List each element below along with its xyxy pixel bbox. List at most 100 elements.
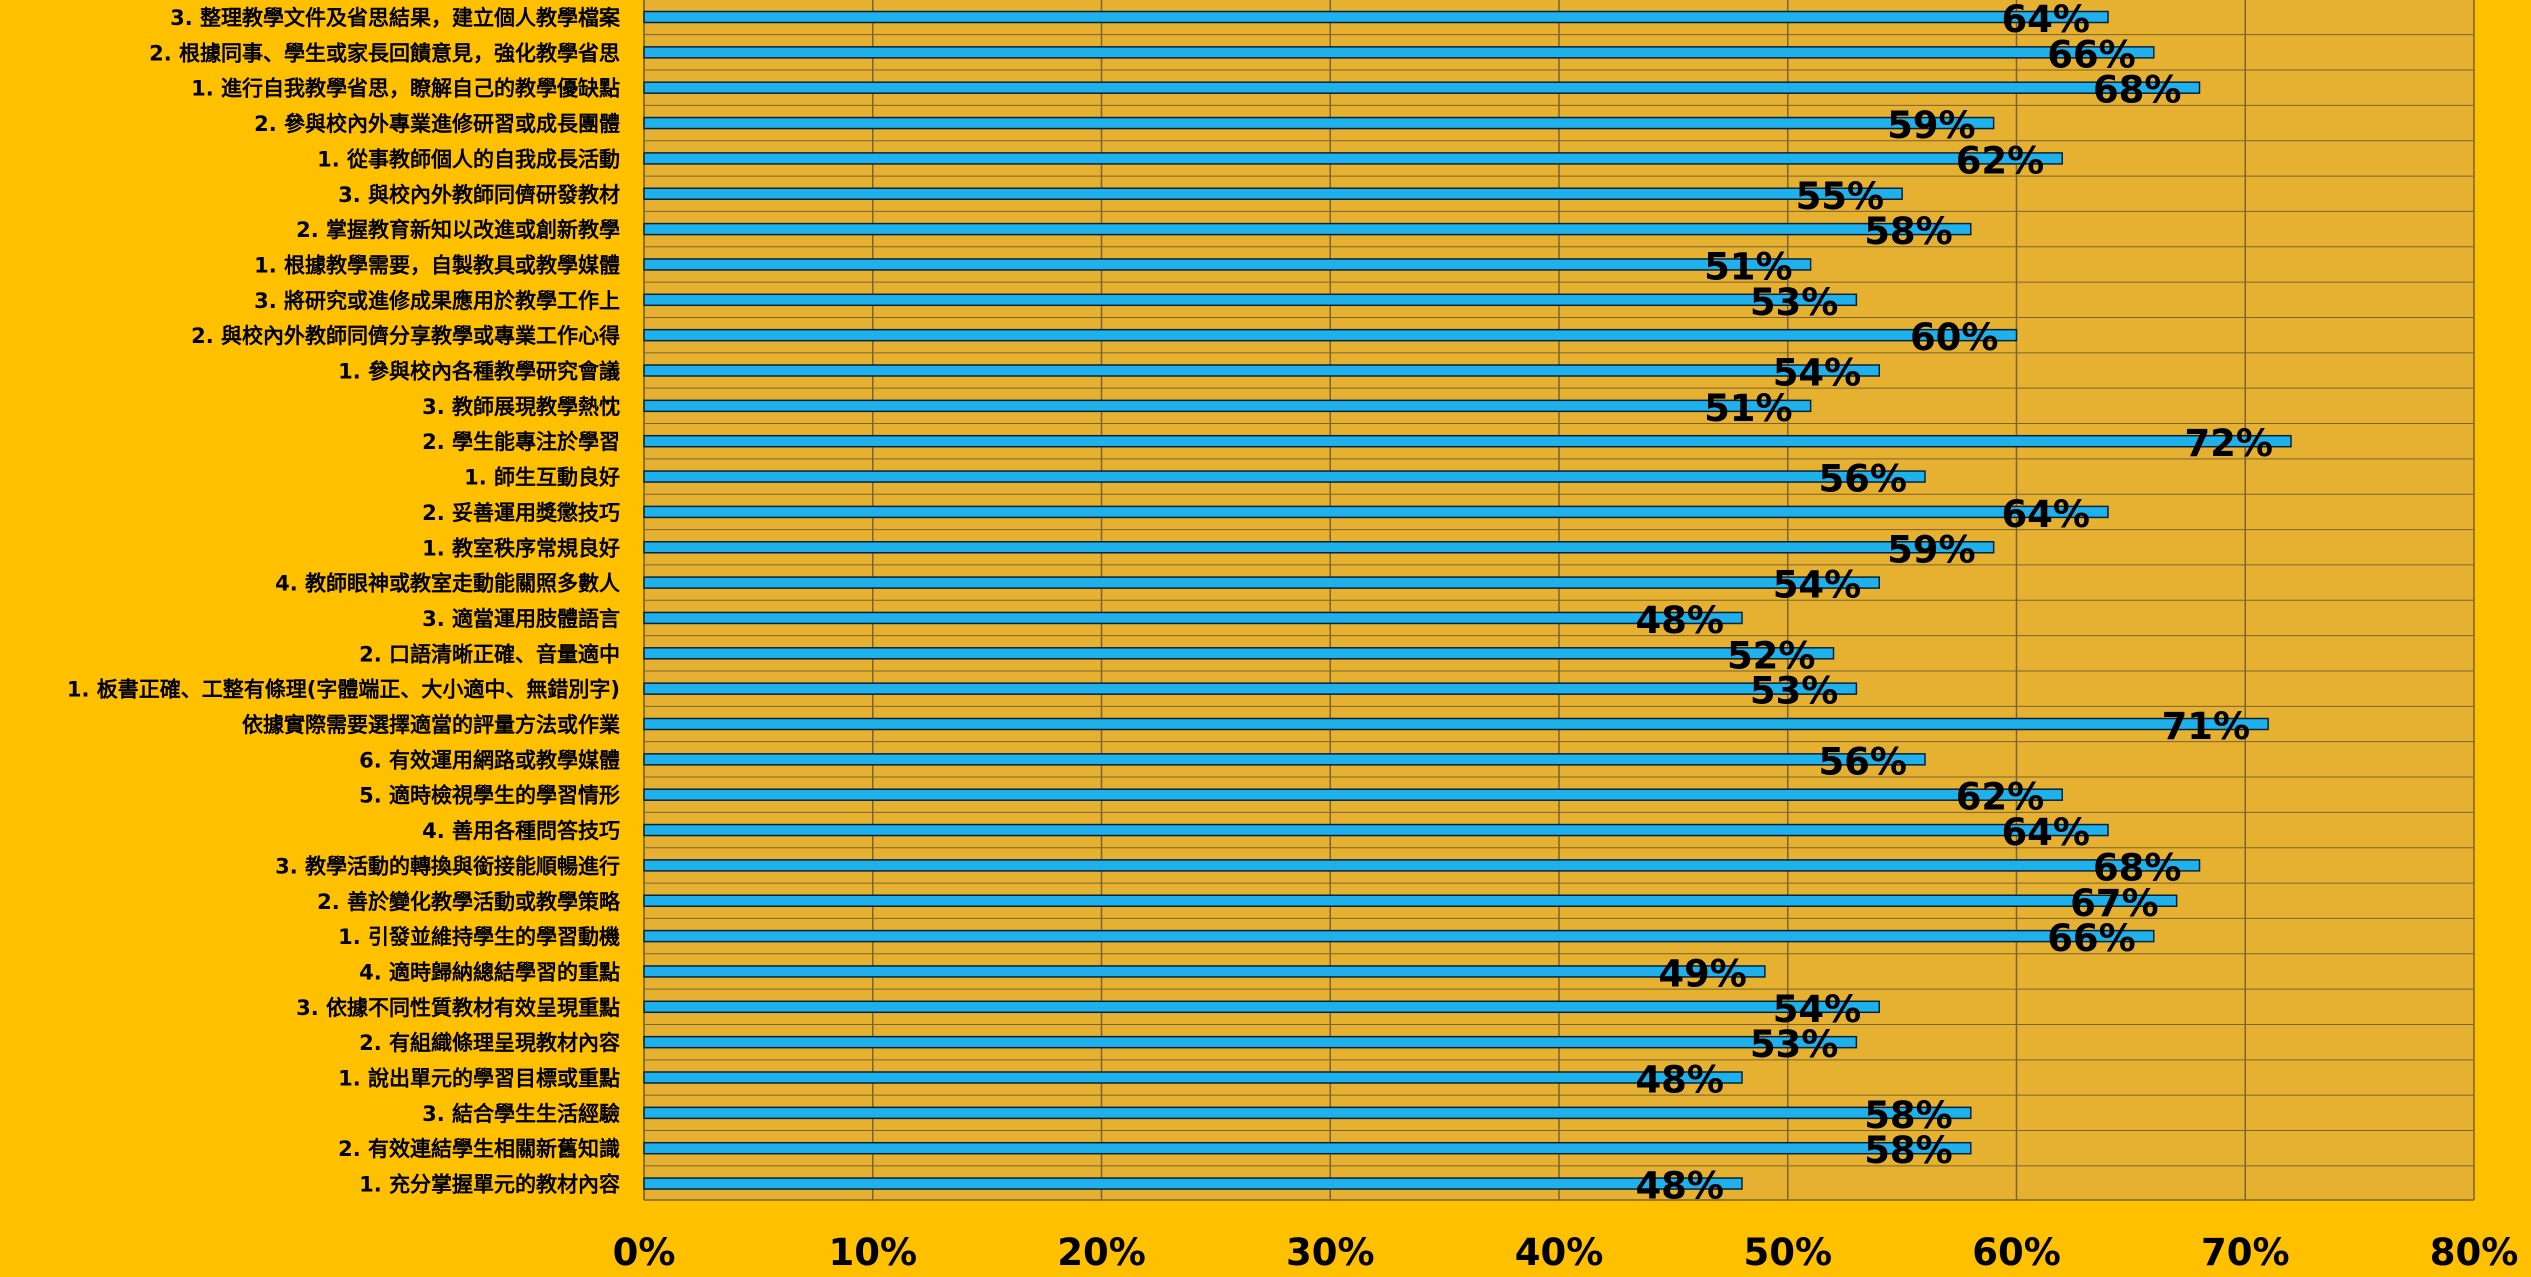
x-tick-label: 50% bbox=[1743, 1231, 1832, 1273]
bar bbox=[643, 753, 1926, 766]
data-label: 54% bbox=[1773, 352, 1862, 395]
data-label: 54% bbox=[1773, 564, 1862, 607]
data-label: 54% bbox=[1773, 988, 1862, 1031]
bar bbox=[643, 1141, 1972, 1155]
category-label: 2. 學生能專注於學習 bbox=[422, 430, 620, 454]
bar bbox=[643, 788, 2063, 801]
data-label: 56% bbox=[1818, 740, 1907, 783]
category-label: 1. 充分掌握單元的教材內容 bbox=[359, 1173, 620, 1197]
data-label: 49% bbox=[1658, 952, 1747, 995]
bar bbox=[643, 929, 2155, 943]
category-label: 依據實際需要選擇適當的評量方法或作業 bbox=[242, 713, 621, 737]
bar bbox=[643, 434, 2292, 448]
bar bbox=[643, 682, 1858, 695]
x-tick-label: 20% bbox=[1057, 1231, 1146, 1273]
bar bbox=[643, 1000, 1880, 1014]
x-tick-label: 0% bbox=[613, 1231, 676, 1273]
category-label: 1. 教室秩序常規良好 bbox=[422, 536, 620, 560]
x-tick-labels: 0% 10% 20% 30% 40% 50% 60% 70% 80% bbox=[613, 1231, 2519, 1274]
data-label: 48% bbox=[1635, 599, 1724, 642]
bars bbox=[643, 10, 2292, 1190]
category-label: 3. 教學活動的轉換與銜接能順暢進行 bbox=[275, 854, 620, 878]
category-label: 3. 與校內外教師同儕研發教材 bbox=[338, 183, 620, 207]
bar bbox=[643, 10, 2109, 24]
x-tick-label: 70% bbox=[2201, 1231, 2290, 1273]
data-label: 55% bbox=[1796, 175, 1885, 218]
bar bbox=[643, 46, 2155, 59]
data-label: 52% bbox=[1727, 634, 1816, 677]
category-label: 2. 掌握教育新知以改進或創新教學 bbox=[296, 218, 620, 242]
category-label: 3. 適當運用肢體語言 bbox=[422, 607, 620, 631]
data-label: 64% bbox=[2001, 493, 2090, 536]
bar bbox=[643, 399, 1812, 413]
category-label: 2. 有組織條理呈現教材內容 bbox=[359, 1031, 620, 1055]
category-labels: 3. 整理教學文件及省思結果，建立個人教學檔案 2. 根據同事、學生或家長回饋意見… bbox=[67, 6, 621, 1197]
category-label: 3. 依據不同性質教材有效呈現重點 bbox=[296, 996, 620, 1020]
category-label: 3. 教師展現教學熱忱 bbox=[422, 395, 620, 419]
bar bbox=[643, 894, 2178, 907]
bar bbox=[643, 81, 2201, 94]
data-label: 48% bbox=[1635, 1165, 1724, 1208]
data-label: 58% bbox=[1864, 1129, 1953, 1172]
data-label: 53% bbox=[1750, 281, 1839, 324]
bar bbox=[643, 576, 1880, 589]
category-label: 1. 從事教師個人的自我成長活動 bbox=[317, 147, 620, 171]
bar bbox=[643, 859, 2201, 872]
category-label: 1. 板書正確、工整有條理(字體端正、大小適中、無錯別字) bbox=[67, 678, 620, 702]
data-label: 58% bbox=[1864, 1094, 1953, 1137]
category-label: 3. 結合學生生活經驗 bbox=[422, 1102, 620, 1126]
data-label: 64% bbox=[2001, 811, 2090, 854]
bar bbox=[643, 328, 2018, 342]
bar bbox=[643, 717, 2269, 731]
bar bbox=[643, 1177, 1743, 1190]
data-label: 64% bbox=[2001, 0, 2090, 41]
bar bbox=[643, 293, 1858, 307]
category-label: 1. 進行自我教學省思，瞭解自己的教學優缺點 bbox=[191, 77, 620, 101]
data-label: 51% bbox=[1704, 245, 1793, 288]
bar bbox=[643, 505, 2109, 519]
bar bbox=[643, 823, 2109, 837]
category-label: 6. 有效運用網路或教學媒體 bbox=[359, 748, 620, 772]
x-tick-label: 10% bbox=[828, 1231, 917, 1273]
bar bbox=[643, 1106, 1972, 1120]
bar bbox=[643, 1071, 1743, 1084]
category-label: 4. 適時歸納總結學習的重點 bbox=[359, 960, 620, 984]
data-label: 59% bbox=[1887, 104, 1976, 147]
data-label: 71% bbox=[2162, 705, 2251, 748]
bar bbox=[643, 187, 1903, 200]
category-label: 2. 妥善運用獎懲技巧 bbox=[422, 501, 620, 525]
data-label: 59% bbox=[1887, 528, 1976, 571]
data-label: 56% bbox=[1818, 458, 1907, 501]
data-label: 62% bbox=[1956, 776, 2045, 819]
category-label: 2. 根據同事、學生或家長回饋意見，強化教學省思 bbox=[149, 41, 620, 65]
category-label: 3. 將研究或進修成果應用於教學工作上 bbox=[254, 289, 620, 313]
category-label: 3. 整理教學文件及省思結果，建立個人教學檔案 bbox=[170, 6, 621, 30]
data-label: 53% bbox=[1750, 670, 1839, 713]
bar bbox=[643, 1035, 1858, 1049]
x-tick-label: 30% bbox=[1286, 1231, 1375, 1273]
category-label: 1. 師生互動良好 bbox=[464, 466, 620, 490]
bar bbox=[643, 152, 2063, 165]
bar bbox=[643, 116, 1995, 130]
category-label: 4. 善用各種問答技巧 bbox=[422, 819, 620, 843]
bar bbox=[643, 965, 1766, 978]
data-label: 58% bbox=[1864, 210, 1953, 253]
category-label: 2. 與校內外教師同儕分享教學或專業工作心得 bbox=[191, 324, 620, 348]
category-label: 1. 參與校內各種教學研究會議 bbox=[338, 360, 620, 384]
data-label: 66% bbox=[2047, 917, 2136, 960]
category-label: 2. 有效連結學生相關新舊知識 bbox=[338, 1137, 620, 1161]
category-label: 5. 適時檢視學生的學習情形 bbox=[359, 784, 620, 808]
data-label: 60% bbox=[1910, 316, 1999, 359]
bar bbox=[643, 647, 1835, 660]
category-label: 2. 善於變化教學活動或教學策略 bbox=[317, 890, 621, 914]
data-label: 51% bbox=[1704, 387, 1793, 430]
bar bbox=[643, 364, 1880, 377]
category-label: 2. 參與校內外專業進修研習或成長團體 bbox=[254, 112, 620, 136]
bar bbox=[643, 258, 1812, 271]
bar bbox=[643, 541, 1995, 554]
data-label: 53% bbox=[1750, 1023, 1839, 1066]
data-label: 66% bbox=[2047, 33, 2136, 76]
value-labels: 64%66%68%59%62%55%58%51%53%60%54%51%72%5… bbox=[1635, 0, 2273, 1208]
